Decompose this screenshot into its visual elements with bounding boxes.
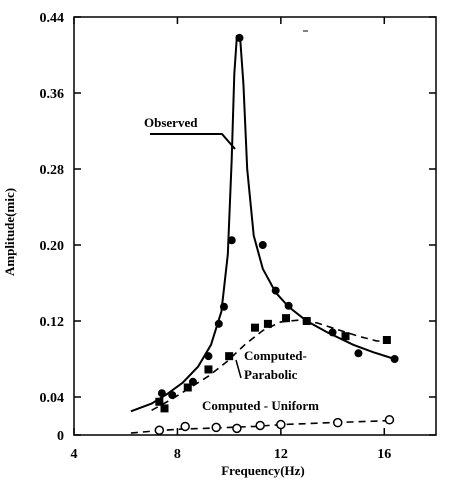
observed-point — [157, 389, 166, 398]
observed-point — [284, 301, 293, 310]
computed-parabolic-point — [382, 336, 391, 344]
annotation-observed-label: Observed — [144, 115, 198, 130]
y-tick-label: 0.28 — [40, 163, 65, 178]
x-tick-label: 8 — [174, 447, 181, 462]
x-axis-title: Frequency(Hz) — [221, 463, 305, 478]
x-tick-label: 4 — [71, 447, 78, 462]
computed-parabolic-point — [282, 314, 291, 323]
observed-point — [258, 241, 267, 249]
computed-parabolic-point — [183, 383, 192, 392]
plot-border — [73, 16, 437, 436]
computed-parabolic-point — [160, 404, 169, 413]
annotation-observed: Observed — [144, 115, 236, 150]
x-tick-label: 16 — [377, 447, 391, 462]
plot-frame — [73, 16, 437, 436]
observed-point — [219, 302, 228, 311]
annotation-parabolic: Computed- Parabolic — [235, 348, 307, 382]
computed-parabolic-line — [151, 319, 390, 412]
y-axis-title: Amplitude(mic) — [2, 188, 17, 276]
computed-uniform-line — [130, 420, 395, 434]
y-tick-label: 0.36 — [40, 87, 65, 102]
computed-uniform-point — [154, 425, 165, 435]
annotation-parabolic-label-2: Parabolic — [244, 367, 298, 382]
computed-parabolic-point — [251, 323, 259, 332]
computed-uniform-point — [255, 420, 265, 431]
y-tick-label: 0.12 — [40, 315, 65, 330]
annotation-uniform-label: Computed - Uniform — [202, 398, 319, 413]
observed-point — [168, 391, 177, 400]
annotation-observed-leader — [150, 133, 236, 150]
computed-uniform-point — [211, 422, 221, 433]
observed-point — [235, 33, 244, 42]
computed-parabolic-point — [263, 319, 272, 328]
observed-point — [328, 328, 337, 337]
observed-point — [390, 355, 399, 363]
annotation-parabolic-label-1: Computed- — [244, 348, 307, 363]
computed-uniform-point — [276, 419, 286, 430]
observed-point — [354, 349, 363, 358]
computed-parabolic-point — [341, 332, 350, 341]
computed-uniform-point — [180, 421, 190, 432]
computed-uniform-point — [384, 415, 395, 425]
x-tick-label: 12 — [274, 447, 288, 462]
observed-point — [214, 319, 223, 328]
annotation-parabolic-leader — [235, 359, 242, 379]
computed-uniform-point — [332, 417, 343, 428]
observed-point — [227, 236, 236, 245]
y-tick-label: 0.20 — [40, 239, 65, 254]
computed-uniform-point — [232, 423, 242, 434]
y-tick-label: 0.44 — [40, 11, 65, 26]
computed-parabolic-point — [204, 365, 213, 374]
axis-ticks: 0 0.04 0.12 0.20 0.28 0.36 0.44 4 8 12 16 — [40, 11, 436, 462]
computed-parabolic-point — [225, 352, 234, 361]
y-tick-label: 0 — [57, 429, 64, 444]
series-markers — [154, 33, 399, 435]
observed-point — [204, 352, 213, 361]
y-tick-label: 0.04 — [40, 391, 65, 406]
observed-point — [271, 286, 280, 295]
computed-parabolic-point — [155, 397, 164, 406]
computed-parabolic-point — [302, 317, 311, 325]
